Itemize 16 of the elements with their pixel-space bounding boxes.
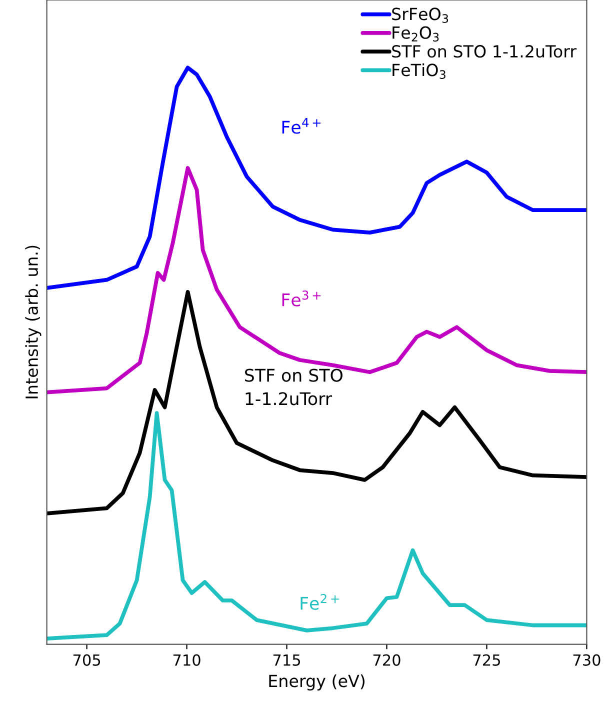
- y-axis-title: Intensity (arb. un.): [25, 246, 42, 398]
- legend-label: Fe$_{2}$O$_{3}$: [392, 26, 439, 42]
- legend-label: FeTiO$_{3}$: [392, 63, 446, 79]
- x-axis-title: Energy (eV): [269, 674, 364, 690]
- annotation: STF on STO 1-1.2uTorr: [245, 368, 342, 406]
- x-tick-label: 710: [173, 654, 200, 666]
- x-tick-label: 720: [373, 654, 400, 666]
- annotation: Fe$^{4+}$: [282, 118, 321, 134]
- x-tick-label: 705: [73, 654, 100, 666]
- x-tick-label: 725: [473, 654, 500, 666]
- legend-label: SrFeO$_{3}$: [392, 8, 448, 23]
- x-tick-label: 730: [573, 654, 600, 666]
- annotation: Fe$^{3+}$: [282, 290, 321, 306]
- x-tick-label: 715: [273, 654, 300, 666]
- legend-label: STF on STO 1-1.2uTorr: [392, 45, 577, 58]
- annotation: Fe$^{2+}$: [300, 594, 339, 610]
